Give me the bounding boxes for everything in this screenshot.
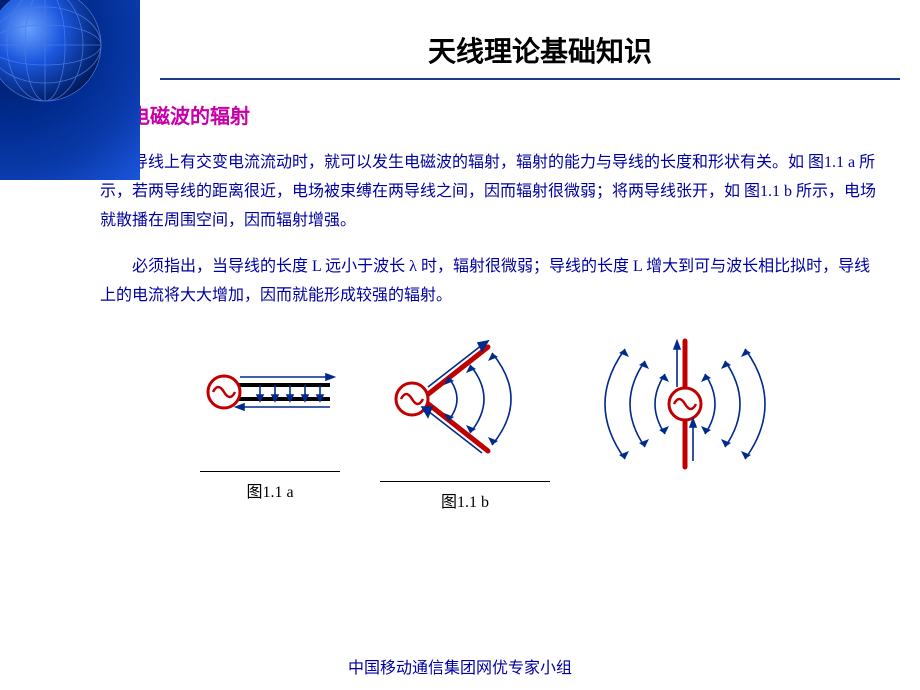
globe-icon [0, 0, 110, 110]
figures-row: 图1.1 a [100, 329, 880, 512]
figure-a-rule [200, 471, 340, 472]
figure-b-left-svg [370, 329, 560, 469]
figure-b-left: 图1.1 b [370, 329, 560, 512]
title-area: 天线理论基础知识 [160, 0, 920, 80]
figure-a: 图1.1 a [180, 329, 360, 512]
paragraph-2: 必须指出，当导线的长度 L 远小于波长 λ 时，辐射很微弱；导线的长度 L 增大… [100, 253, 880, 311]
footer: 中国移动通信集团网优专家小组 [0, 654, 920, 678]
figure-a-caption: 图1.1 a [246, 478, 293, 502]
subtitle-text: 电磁波的辐射 [130, 100, 250, 129]
figure-b-rule [380, 481, 550, 482]
figure-b-right-svg [570, 329, 800, 479]
figure-a-svg [180, 329, 360, 459]
figure-b-caption: 图1.1 b [441, 488, 489, 512]
footer-text: 中国移动通信集团网优专家小组 [348, 660, 572, 677]
slide: 天线理论基础知识 * 电磁波的辐射 导线上有交变电流流动时，就可以发生电磁波的辐… [0, 0, 920, 690]
content: * 电磁波的辐射 导线上有交变电流流动时，就可以发生电磁波的辐射，辐射的能力与导… [60, 80, 920, 512]
page-title: 天线理论基础知识 [160, 30, 920, 70]
paragraph-1: 导线上有交变电流流动时，就可以发生电磁波的辐射，辐射的能力与导线的长度和形状有关… [100, 149, 880, 235]
subtitle-row: * 电磁波的辐射 [100, 100, 880, 129]
figure-b-right [570, 329, 800, 512]
